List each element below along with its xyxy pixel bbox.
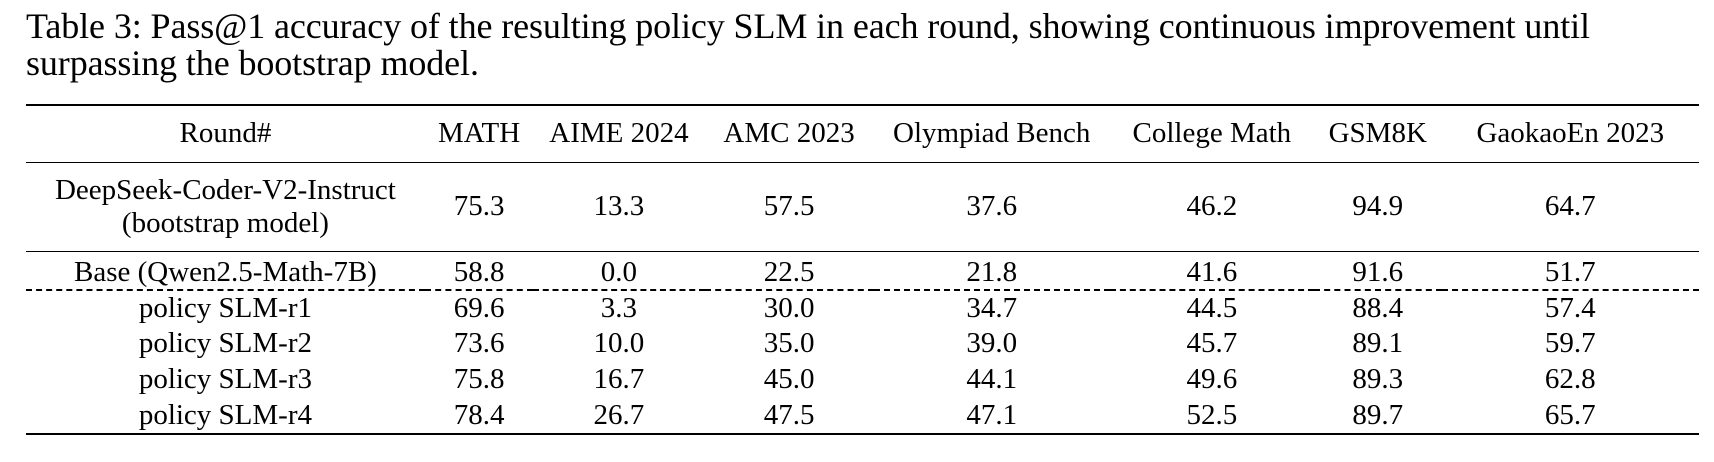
table-cell: 34.7 <box>966 291 1018 324</box>
table-cell: 26.7 <box>533 397 705 435</box>
table-cell: 44.1 <box>966 363 1018 395</box>
table-cell: 88.4 <box>1352 291 1404 324</box>
table-cell: 89.3 <box>1352 363 1404 395</box>
table-cell: 59.7 <box>1544 327 1596 359</box>
table-cell: 58.8 <box>424 251 534 291</box>
row-label: Base (Qwen2.5-Math-7B) <box>26 251 425 291</box>
table-cell: 78.4 <box>424 397 534 435</box>
table-cell: 57.4 <box>1544 291 1596 324</box>
table-cell: 30.0 <box>763 291 815 324</box>
table-cell: 41.6 <box>1109 251 1314 291</box>
row-label-line: DeepSeek-Coder-V2-Instruct <box>54 173 396 206</box>
table-cell: 51.7 <box>1441 251 1699 291</box>
header-cell: College Math <box>1109 105 1314 163</box>
table-cell: 91.6 <box>1313 251 1442 291</box>
table-row: DeepSeek-Coder-V2-Instruct (bootstrap mo… <box>26 162 1699 252</box>
row-label-line: (bootstrap model) <box>121 206 329 239</box>
table-cell: 35.0 <box>763 327 815 359</box>
table-cell: 37.6 <box>873 162 1110 252</box>
table-caption: Table 3: Pass@1 accuracy of the resultin… <box>26 6 1590 83</box>
table-cell: 45.0 <box>763 363 815 395</box>
table-cell: 10.0 <box>593 327 645 359</box>
table-cell: 89.7 <box>1313 397 1442 435</box>
results-table: Round# MATH AIME 2024 AMC 2023 Olympiad … <box>26 104 1699 435</box>
table-cell: 47.1 <box>873 397 1110 435</box>
header-row: Round# MATH AIME 2024 AMC 2023 Olympiad … <box>26 105 1699 163</box>
table-cell: 94.9 <box>1313 162 1442 252</box>
table-cell: 49.6 <box>1186 363 1238 395</box>
row-label: policy SLM-r4 <box>26 397 425 435</box>
table-cell: 13.3 <box>533 162 705 252</box>
table-cell: 69.6 <box>453 291 505 324</box>
table-row: policy SLM-r3 75.8 16.7 45.0 44.1 49.6 8… <box>26 362 1699 398</box>
table-cell: 46.2 <box>1109 162 1314 252</box>
table-cell: 75.3 <box>424 162 534 252</box>
table-cell: 16.7 <box>593 363 645 395</box>
table-cell: 0.0 <box>533 251 705 291</box>
table-row: policy SLM-r4 78.4 26.7 47.5 47.1 52.5 8… <box>26 397 1699 435</box>
table-cell: 47.5 <box>704 397 874 435</box>
header-cell: Olympiad Bench <box>873 105 1110 163</box>
rounds-section: Base (Qwen2.5-Math-7B) 58.8 0.0 22.5 21.… <box>26 251 1699 435</box>
table-row: policy SLM-r1 69.6 3.3 30.0 34.7 44.5 88… <box>26 290 1699 326</box>
bootstrap-section: DeepSeek-Coder-V2-Instruct (bootstrap mo… <box>26 162 1699 252</box>
header-cell: Round# <box>26 105 425 163</box>
table-cell: 64.7 <box>1441 162 1699 252</box>
table-cell: 62.8 <box>1544 363 1596 395</box>
table-header: Round# MATH AIME 2024 AMC 2023 Olympiad … <box>26 105 1699 163</box>
table-cell: 89.1 <box>1352 327 1404 359</box>
table-cell: 75.8 <box>453 363 505 395</box>
header-cell: MATH <box>424 105 534 163</box>
table-cell: 65.7 <box>1441 397 1699 435</box>
table-cell: 22.5 <box>704 251 874 291</box>
table-cell: 45.7 <box>1186 327 1238 359</box>
table-row: Base (Qwen2.5-Math-7B) 58.8 0.0 22.5 21.… <box>26 251 1699 291</box>
table-cell: 44.5 <box>1186 291 1238 324</box>
table-row: policy SLM-r2 73.6 10.0 35.0 39.0 45.7 8… <box>26 326 1699 362</box>
header-cell: AIME 2024 <box>533 105 705 163</box>
row-label: policy SLM-r3 <box>138 363 312 395</box>
row-label: policy SLM-r2 <box>138 327 312 359</box>
header-cell: GaokaoEn 2023 <box>1441 105 1699 163</box>
table-cell: 21.8 <box>873 251 1110 291</box>
table-cell: 73.6 <box>453 327 505 359</box>
table-cell: 52.5 <box>1109 397 1314 435</box>
table-cell: 3.3 <box>600 291 638 324</box>
row-label: policy SLM-r1 <box>138 291 312 324</box>
row-label: DeepSeek-Coder-V2-Instruct (bootstrap mo… <box>26 162 425 252</box>
header-cell: AMC 2023 <box>704 105 874 163</box>
table-cell: 39.0 <box>966 327 1018 359</box>
table-cell: 57.5 <box>704 162 874 252</box>
header-cell: GSM8K <box>1313 105 1442 163</box>
